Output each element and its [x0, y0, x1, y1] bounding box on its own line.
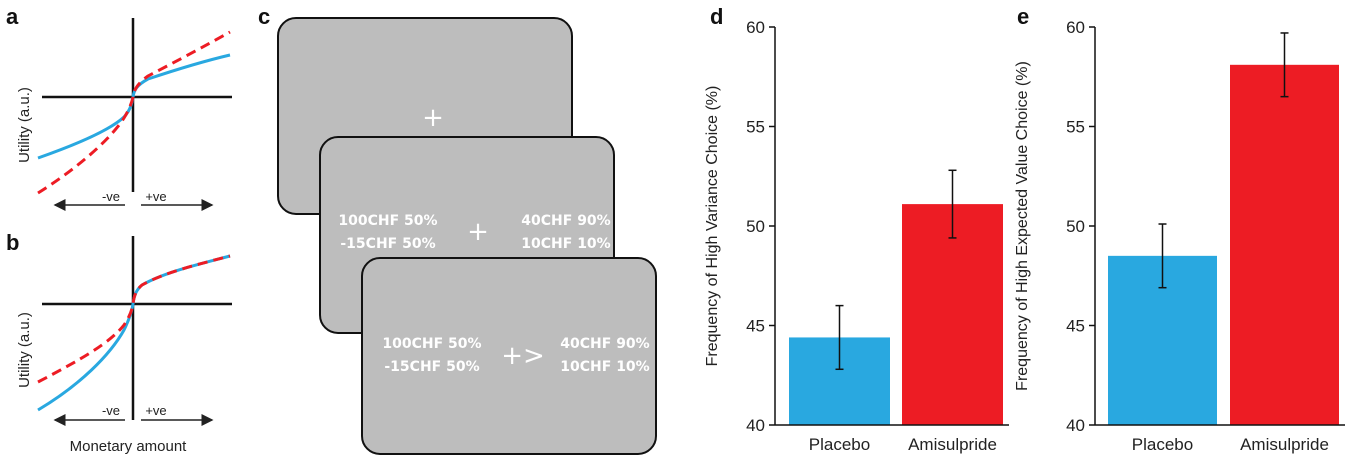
screen2-right-top: 40CHF 90%: [521, 213, 610, 229]
y-tick-label: 40: [746, 416, 765, 435]
screen2-left-top: 100CHF 50%: [338, 213, 437, 229]
y-tick-label: 50: [746, 217, 765, 236]
panel-b-neg-label: -ve: [102, 403, 120, 418]
fixation-cross: +: [422, 103, 444, 133]
panel-label-b: b: [6, 230, 19, 255]
panel-c: c + 100CHF 50% -15CHF 50% + 40CHF 90% 10…: [258, 4, 657, 455]
bar-amisulpride: [902, 204, 1003, 425]
y-tick-label: 55: [746, 118, 765, 137]
panel-label-d: d: [710, 4, 723, 29]
y-tick-label: 60: [1066, 18, 1085, 37]
y-axis-title: Frequency of High Variance Choice (%): [704, 86, 721, 367]
bar-chart-high-variance: 40 45 50 55 60 Placebo Amisulpride Frequency of…: [704, 18, 1009, 454]
error-bar-placebo: [835, 304, 844, 371]
screen3-choice-marker: +>: [501, 341, 545, 371]
panel-b-ylabel: Utility (a.u.): [16, 312, 33, 388]
x-category-label: Amisulpride: [1240, 435, 1329, 454]
screen3-right-top: 40CHF 90%: [560, 336, 649, 352]
panel-a-red-dashed-curve: [37, 30, 231, 195]
panel-a-ylabel: Utility (a.u.): [16, 87, 33, 163]
screen3-left-top: 100CHF 50%: [382, 336, 481, 352]
y-tick-label: 55: [1066, 118, 1085, 137]
panel-label-a: a: [6, 4, 19, 29]
panel-a-neg-label: -ve: [102, 189, 120, 204]
screen2-left-bottom: -15CHF 50%: [340, 236, 435, 252]
x-category-label: Amisulpride: [908, 435, 997, 454]
screen2-fixation: +: [467, 217, 489, 247]
panel-label-c: c: [258, 4, 270, 29]
panel-b: b Utility (a.u.) -ve +ve Monetary amount: [6, 230, 232, 455]
error-bar-amisulpride: [1280, 32, 1289, 98]
y-tick-label: 45: [1066, 317, 1085, 336]
screen-choice: [361, 257, 657, 455]
x-category-label: Placebo: [1132, 435, 1193, 454]
panel-b-pos-label: +ve: [145, 403, 166, 418]
panel-label-e: e: [1017, 4, 1029, 29]
error-bar-amisulpride: [948, 169, 957, 239]
x-category-label: Placebo: [809, 435, 870, 454]
y-tick-label: 40: [1066, 416, 1085, 435]
y-tick-label: 50: [1066, 217, 1085, 236]
panel-e: e 40 45 50 55 60 Placebo Amisulpride Frequency …: [1014, 4, 1345, 454]
screen3-right-bottom: 10CHF 10%: [560, 359, 649, 375]
panel-b-xlabel: Monetary amount: [70, 438, 188, 455]
panel-b-red-dashed-curve: [37, 254, 231, 384]
panel-d: d 40 45 50 55 60 Placebo Amisulpride Frequency …: [704, 4, 1009, 454]
screen2-right-bottom: 10CHF 10%: [521, 236, 610, 252]
y-tick-label: 60: [746, 18, 765, 37]
panel-a-pos-label: +ve: [145, 189, 166, 204]
y-tick-label: 45: [746, 317, 765, 336]
bar-chart-high-expected-value: 40 45 50 55 60 Placebo Amisulpride Frequency of…: [1014, 18, 1345, 454]
bar-amisulpride: [1230, 64, 1339, 425]
screen3-left-bottom: -15CHF 50%: [384, 359, 479, 375]
error-bar-placebo: [1158, 223, 1167, 289]
y-axis-title: Frequency of High Expected Value Choice …: [1014, 61, 1031, 391]
panel-a: a Utility (a.u.) -ve +ve: [6, 4, 232, 211]
